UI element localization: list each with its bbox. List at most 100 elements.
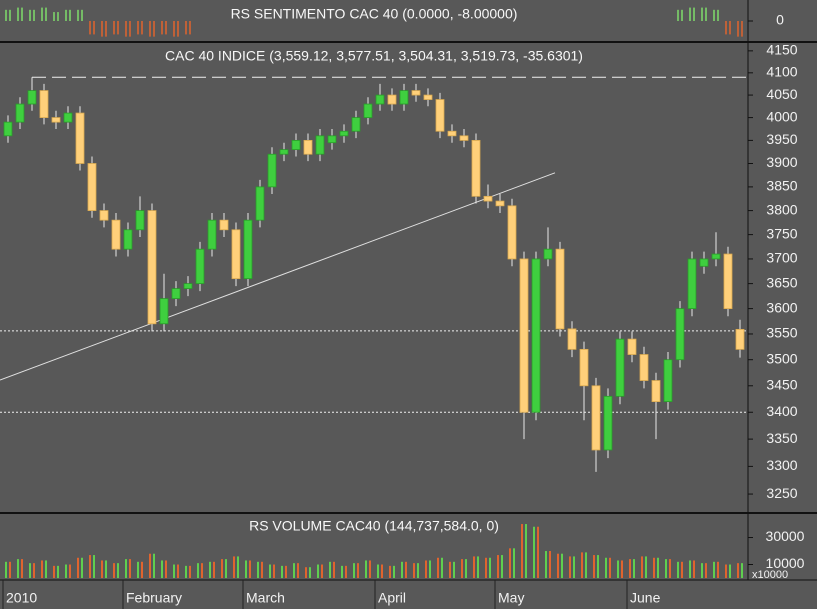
volume-bar [297, 563, 299, 578]
volume-bar [605, 557, 607, 578]
volume-bar [437, 557, 439, 578]
volume-bar [729, 564, 731, 578]
volume-bar [309, 567, 311, 578]
volume-bar [149, 553, 151, 578]
volume-bar [185, 565, 187, 578]
candle-body [351, 117, 361, 132]
volume-bar [105, 560, 107, 578]
y-tick-label: 3700 [766, 250, 797, 266]
volume-bar [489, 557, 491, 578]
candle-body [459, 135, 469, 141]
volume-bar [213, 561, 215, 578]
volume-bar [237, 556, 239, 578]
y-tick-label: 0 [776, 12, 784, 28]
candle-body [207, 219, 217, 250]
candle-body [255, 186, 265, 221]
sentiment-bar [57, 12, 59, 21]
y-tick-label: 4000 [766, 108, 797, 124]
candle-body [327, 135, 337, 144]
candle-body [687, 258, 697, 310]
volume-bar [45, 560, 47, 578]
volume-bar [245, 560, 247, 578]
chart-title: CAC 40 INDICE (3,559.12, 3,577.51, 3,504… [165, 48, 583, 64]
candle-body [471, 139, 481, 197]
volume-bar [501, 555, 503, 578]
x-tick-label: May [498, 590, 524, 606]
volume-bar [521, 524, 523, 578]
volume-bar [17, 559, 19, 578]
candle-body [723, 253, 733, 310]
volume-bar [305, 567, 307, 578]
candle-body [39, 90, 49, 118]
sentiment-bar [53, 12, 55, 21]
x-tick-label: March [246, 590, 285, 606]
sentiment-bar [41, 7, 43, 21]
y-tick-label: 3600 [766, 299, 797, 315]
volume-bar [209, 561, 211, 578]
sentiment-bar [677, 9, 679, 21]
candle-body [183, 283, 193, 289]
sentiment-bar [689, 7, 691, 21]
volume-bar [513, 548, 515, 578]
volume-bar [741, 563, 743, 578]
candle-body [87, 163, 97, 211]
sentiment-bar [89, 21, 91, 35]
sentiment-bar [101, 21, 103, 37]
sentiment-bar [173, 21, 175, 37]
candle-body [507, 205, 517, 260]
volume-bar [405, 561, 407, 578]
sentiment-bar [81, 9, 83, 21]
candle-body [135, 210, 145, 231]
sentiment-bar [17, 7, 19, 21]
volume-bar [137, 561, 139, 578]
volume-bar [369, 560, 371, 578]
sentiment-bar [705, 7, 707, 21]
sentiment-bar [117, 21, 119, 35]
volume-bar [425, 560, 427, 578]
candle-body [303, 139, 313, 155]
volume-bar [485, 557, 487, 578]
sentiment-bar [717, 9, 719, 21]
volume-bar [113, 563, 115, 578]
x-tick-label: June [630, 590, 661, 606]
volume-bar [233, 556, 235, 578]
volume-bar [257, 561, 259, 578]
volume-bar [117, 563, 119, 578]
candle-body [99, 210, 109, 221]
volume-bar [449, 561, 451, 578]
volume-bar [545, 551, 547, 578]
volume-bar [21, 559, 23, 578]
volume-bar [189, 565, 191, 578]
candle-body [111, 219, 121, 250]
candle-body [243, 219, 253, 280]
sentiment-bar [69, 9, 71, 21]
volume-bar [381, 564, 383, 578]
volume-bar [465, 559, 467, 578]
y-tick-label: 3650 [766, 274, 797, 290]
volume-bar [125, 559, 127, 578]
volume-bar [317, 564, 319, 578]
y-tick-label: 3750 [766, 225, 797, 241]
volume-bar [249, 560, 251, 578]
y-tick-label: 10000 [766, 555, 805, 571]
volume-bar [177, 564, 179, 578]
sentiment-bar [45, 7, 47, 21]
sentiment-bar [149, 21, 151, 37]
y-tick-label: 4100 [766, 64, 797, 80]
volume-bar [401, 561, 403, 578]
sentiment-bar [165, 21, 167, 35]
sentiment-bar [153, 21, 155, 37]
volume-bar [165, 560, 167, 578]
sentiment-bar [137, 21, 139, 35]
panel-title: RS SENTIMENTO CAC 40 (0.0000, -8.00000) [231, 6, 518, 22]
y-tick-label: 3800 [766, 201, 797, 217]
unit-label: x10000 [752, 569, 788, 581]
candle-body [555, 248, 565, 330]
volume-bar [497, 555, 499, 578]
y-tick-label: 4050 [766, 86, 797, 102]
volume-bar [201, 563, 203, 578]
candle-body [231, 229, 241, 280]
volume-bar [573, 556, 575, 578]
